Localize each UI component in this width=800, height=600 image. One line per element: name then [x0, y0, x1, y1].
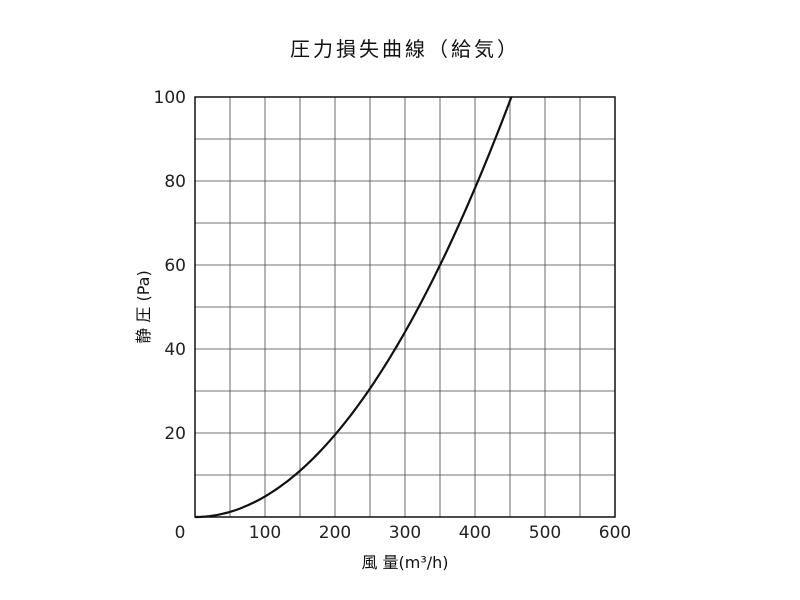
x-tick-label: 600 [599, 523, 631, 543]
x-tick-label: 400 [459, 523, 491, 543]
x-tick-label: 500 [529, 523, 561, 543]
y-tick-label: 20 [164, 424, 186, 444]
x-tick-label: 0 [175, 523, 186, 543]
x-tick-label: 300 [389, 523, 421, 543]
x-axis-label: 風 量(m³/h) [361, 553, 448, 572]
chart-title: 圧力損失曲線（給気） [290, 37, 520, 61]
x-tick-label: 100 [249, 523, 281, 543]
x-tick-label: 200 [319, 523, 351, 543]
y-tick-label: 100 [154, 88, 186, 108]
y-tick-label: 80 [164, 172, 186, 192]
y-tick-label: 40 [164, 340, 186, 360]
series-line [195, 96, 513, 519]
tick-labels: 0 100 200 300 400 500 600 20 40 60 80 100 [154, 88, 632, 543]
y-tick-label: 60 [164, 256, 186, 276]
y-axis-label: 静 圧 (Pa) [134, 270, 153, 343]
plot-frame [194, 96, 616, 518]
grid [195, 97, 615, 517]
